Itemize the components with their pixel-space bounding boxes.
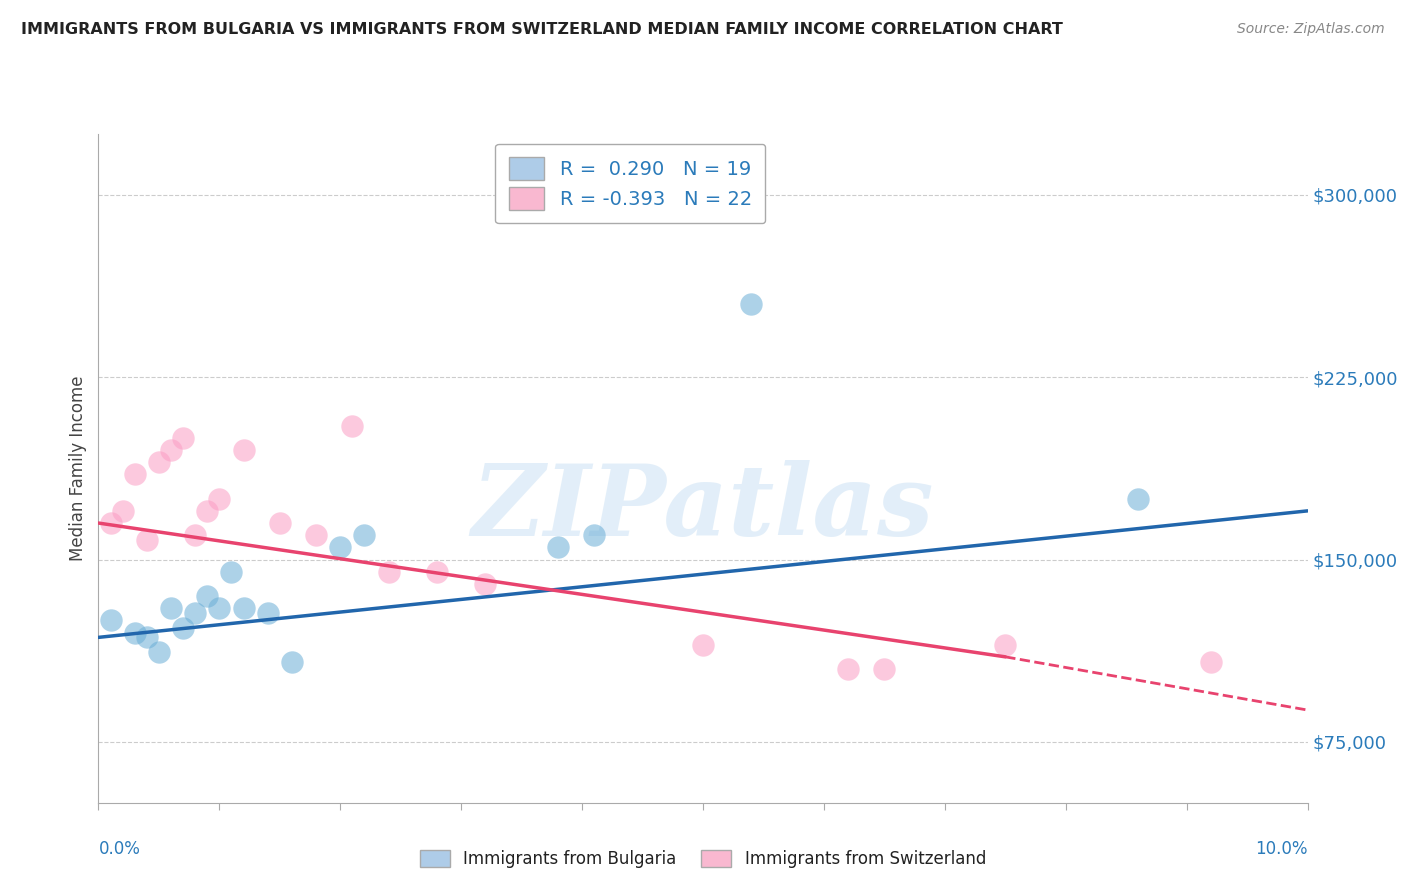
Point xyxy=(160,601,183,615)
Point xyxy=(232,601,254,615)
Text: Source: ZipAtlas.com: Source: ZipAtlas.com xyxy=(1237,22,1385,37)
Text: 0.0%: 0.0% xyxy=(98,839,141,857)
Point xyxy=(873,662,896,676)
Point xyxy=(232,443,254,458)
Legend: R =  0.290   N = 19, R = -0.393   N = 22: R = 0.290 N = 19, R = -0.393 N = 22 xyxy=(495,144,765,223)
Point xyxy=(583,528,606,542)
Point xyxy=(377,565,399,579)
Point xyxy=(148,645,170,659)
Point xyxy=(100,516,122,530)
Point xyxy=(994,638,1017,652)
Point xyxy=(256,606,278,620)
Point xyxy=(305,528,328,542)
Point xyxy=(208,601,231,615)
Text: IMMIGRANTS FROM BULGARIA VS IMMIGRANTS FROM SWITZERLAND MEDIAN FAMILY INCOME COR: IMMIGRANTS FROM BULGARIA VS IMMIGRANTS F… xyxy=(21,22,1063,37)
Point xyxy=(100,613,122,627)
Point xyxy=(281,655,304,669)
Point xyxy=(111,504,134,518)
Text: 10.0%: 10.0% xyxy=(1256,839,1308,857)
Point xyxy=(474,577,496,591)
Point xyxy=(172,431,194,445)
Point xyxy=(195,504,218,518)
Point xyxy=(135,533,157,547)
Point xyxy=(1128,491,1150,506)
Point xyxy=(547,541,569,555)
Point xyxy=(124,467,146,482)
Point xyxy=(195,589,218,603)
Point xyxy=(269,516,291,530)
Point xyxy=(124,625,146,640)
Point xyxy=(172,621,194,635)
Point xyxy=(1199,655,1222,669)
Point xyxy=(221,565,243,579)
Point xyxy=(184,528,207,542)
Point xyxy=(329,541,352,555)
Point xyxy=(426,565,449,579)
Point xyxy=(353,528,375,542)
Point xyxy=(148,455,170,469)
Point xyxy=(160,443,183,458)
Y-axis label: Median Family Income: Median Family Income xyxy=(69,376,87,561)
Point xyxy=(184,606,207,620)
Legend: Immigrants from Bulgaria, Immigrants from Switzerland: Immigrants from Bulgaria, Immigrants fro… xyxy=(413,843,993,875)
Point xyxy=(342,418,364,433)
Point xyxy=(740,297,762,311)
Text: ZIPatlas: ZIPatlas xyxy=(472,460,934,557)
Point xyxy=(837,662,859,676)
Point xyxy=(135,631,157,645)
Point xyxy=(692,638,714,652)
Point xyxy=(208,491,231,506)
